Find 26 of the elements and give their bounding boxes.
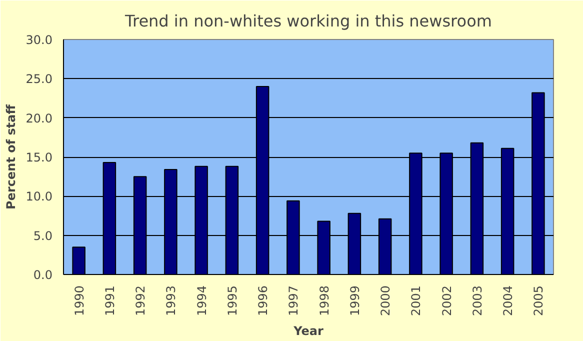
x-tick-label: 1998 (317, 285, 332, 316)
y-tick-label: 10.0 (26, 190, 52, 204)
x-tick-label: 1999 (348, 285, 362, 316)
y-tick-label: 20.0 (26, 111, 52, 126)
x-tick-label: 2003 (470, 285, 484, 316)
x-tick-label: 2005 (532, 285, 546, 316)
x-tick-label: 1993 (164, 285, 178, 316)
y-tick-label: 25.0 (26, 72, 52, 86)
chart-title: Trend in non-whites working in this newsroom (124, 12, 492, 30)
y-axis-title: Percent of staff (4, 104, 18, 210)
x-tick-label: 1995 (225, 285, 240, 316)
x-tick-label: 1991 (102, 285, 117, 316)
x-tick-label: 2000 (378, 285, 393, 316)
x-tick-label: 2001 (409, 285, 424, 316)
x-tick-label: 1992 (134, 285, 148, 316)
x-tick-label: 1996 (256, 285, 270, 316)
x-tick-label: 2004 (501, 285, 516, 316)
y-tick-label: 0.0 (33, 268, 53, 282)
x-tick-label: 1990 (72, 285, 86, 316)
x-axis-title: Year (292, 324, 324, 338)
y-tick-label: 30.0 (26, 33, 52, 47)
x-tick-label: 1997 (286, 285, 301, 316)
x-tick-label: 1994 (194, 285, 209, 316)
x-tick-label: 2002 (440, 285, 454, 316)
y-tick-label: 5.0 (33, 228, 53, 243)
y-tick-label: 15.0 (26, 150, 52, 164)
